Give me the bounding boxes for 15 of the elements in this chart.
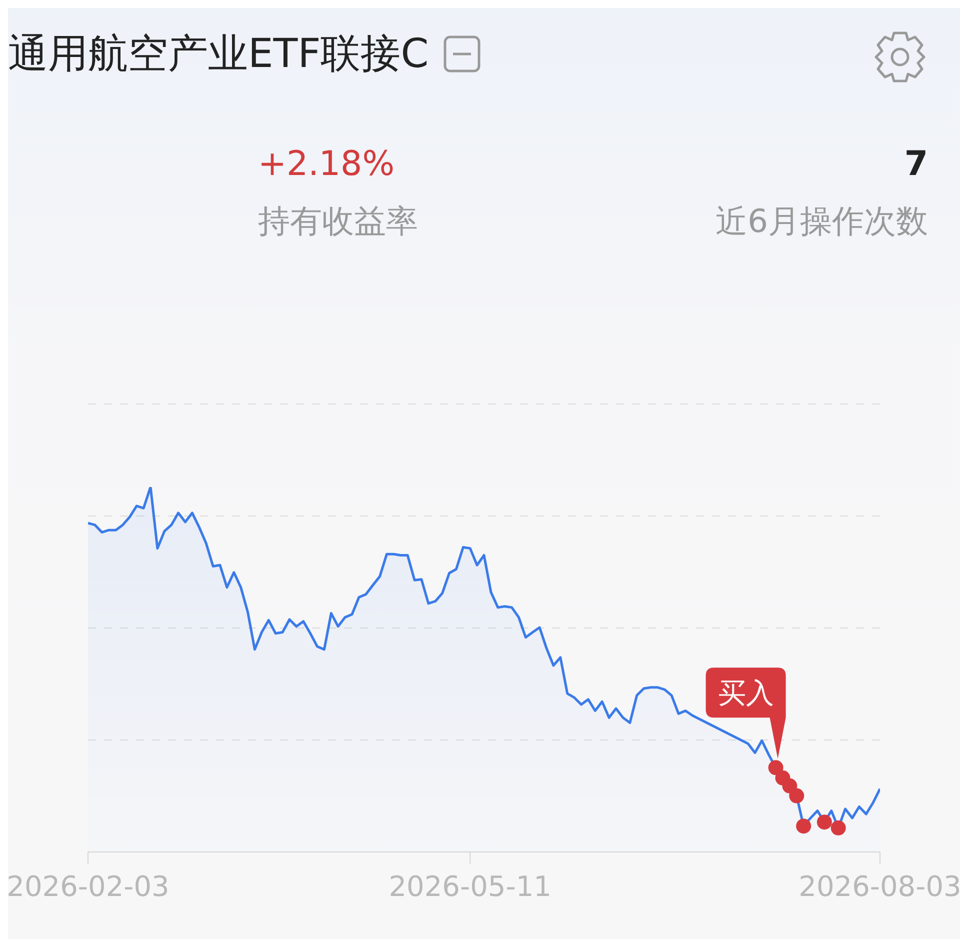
point <box>782 778 798 794</box>
text: +2.18% <box>258 144 394 184</box>
chart-title: 通用航空产业ETF联接C <box>8 30 429 79</box>
text: 近6月操作次数 <box>716 201 928 242</box>
x-tick-label: 2026-08-03 <box>798 870 962 903</box>
point <box>789 788 804 804</box>
text: 7 <box>904 144 928 184</box>
point <box>816 814 832 830</box>
x-tick-label: 2026-02-03 <box>6 870 170 903</box>
text: 持有收益率 <box>258 201 418 242</box>
point <box>796 818 812 834</box>
point <box>830 820 846 836</box>
annotation: 买入 <box>718 676 774 710</box>
point <box>768 760 784 776</box>
x-tick-label: 2026-05-11 <box>388 870 552 903</box>
